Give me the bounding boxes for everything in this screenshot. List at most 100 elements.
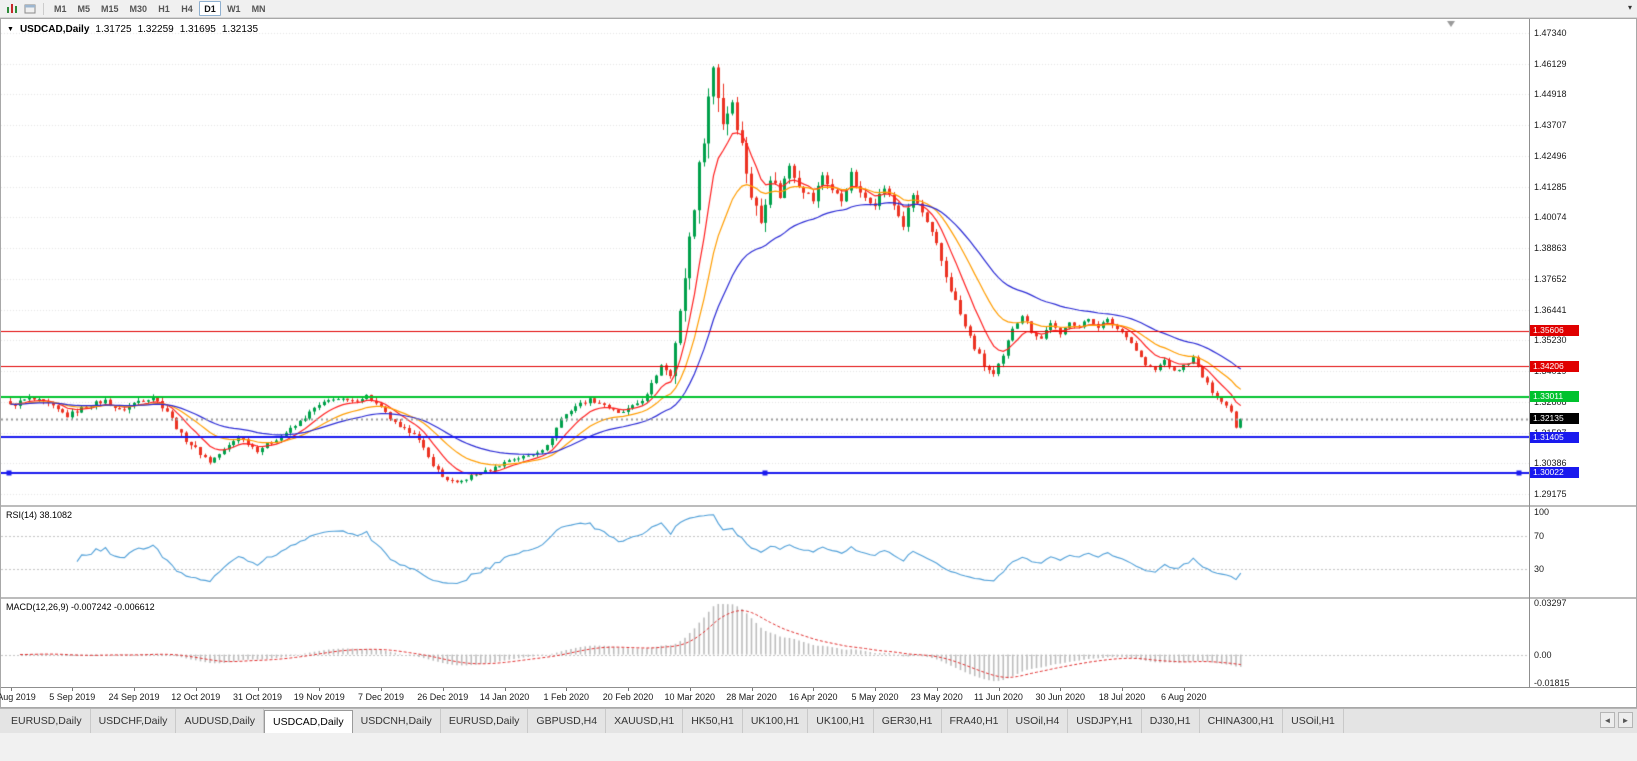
chart-tab-gbpusd-h4[interactable]: GBPUSD,H4 xyxy=(528,709,607,733)
chart-tab-usoil-h4[interactable]: USOil,H4 xyxy=(1008,709,1069,733)
timeframe-button-m30[interactable]: M30 xyxy=(129,3,148,14)
price-axis-label: 1.41285 xyxy=(1534,181,1567,192)
date-axis-tick xyxy=(1060,688,1062,691)
chart-tab-eurusd-daily[interactable]: EURUSD,Daily xyxy=(3,709,91,733)
rsi-canvas[interactable] xyxy=(1,507,1529,597)
date-axis[interactable]: 17 Aug 2019 5 Sep 2019 24 Sep 2019 12 Oct 2… xyxy=(0,687,1636,707)
date-axis-tick xyxy=(504,688,506,691)
date-axis-tick xyxy=(628,688,629,691)
chart-tab-xauusd-h1[interactable]: XAUUSD,H1 xyxy=(606,709,684,733)
chart-window: 17 Aug 2019 5 Sep 2019 24 Sep 2019 12 Oct 2… xyxy=(0,18,1637,708)
date-axis-tick xyxy=(1122,688,1123,691)
date-axis-label: 16 Apr 2020 xyxy=(788,692,838,702)
date-axis-label: 20 Feb 2020 xyxy=(602,692,654,702)
date-axis-tick xyxy=(72,688,74,691)
macd-label: MACD(12,26,9) -0.007242 -0.006612 xyxy=(6,602,155,612)
price-axis-label: 1.36441 xyxy=(1534,304,1567,315)
ohlc-low: 1.31695 xyxy=(179,24,216,35)
date-axis-label: 12 Oct 2019 xyxy=(171,692,221,702)
chart-tab-audusd-daily[interactable]: AUDUSD,Daily xyxy=(176,709,265,733)
chart-tab-eurusd-daily[interactable]: EURUSD,Daily xyxy=(441,709,529,733)
date-axis-label: 18 Jul 2020 xyxy=(1098,692,1146,702)
ohlc-high: 1.32259 xyxy=(137,24,174,35)
macd-axis-label: 0.00 xyxy=(1534,649,1552,660)
price-axis-label: 1.46129 xyxy=(1534,58,1567,69)
price-axis-label: 1.30386 xyxy=(1534,458,1567,469)
timeframe-group: M1 M5 M15 M30 H1 H4 D1 W1 MN xyxy=(49,1,271,16)
date-axis-tick xyxy=(689,688,691,691)
timeframe-button-m15[interactable]: M15 xyxy=(101,3,119,14)
macd-axis-label: -0.01815 xyxy=(1534,678,1570,688)
rsi-axis-label: 30 xyxy=(1534,564,1545,575)
timeframe-button-m1[interactable]: M1 xyxy=(54,3,67,14)
date-axis-label: 1 Feb 2020 xyxy=(543,692,590,702)
date-axis-label: 5 May 2020 xyxy=(851,692,899,702)
price-chart-canvas[interactable] xyxy=(1,19,1529,505)
date-axis-tick xyxy=(813,688,815,691)
date-axis-tick xyxy=(998,688,1000,691)
chart-shift-icon[interactable] xyxy=(21,2,38,16)
chart-tab-ger30-h1[interactable]: GER30,H1 xyxy=(874,709,942,733)
chart-tab-dj30-h1[interactable]: DJ30,H1 xyxy=(1142,709,1200,733)
chart-tab-usdjpy-h1[interactable]: USDJPY,H1 xyxy=(1068,709,1142,733)
chart-tab-uk100-h1[interactable]: UK100,H1 xyxy=(743,709,809,733)
chart-tab-usdcnh-daily[interactable]: USDCNH,Daily xyxy=(353,709,441,733)
price-line-badge: 1.33011 xyxy=(1530,391,1579,403)
macd-canvas[interactable] xyxy=(1,599,1529,687)
timeframe-button-m5[interactable]: M5 xyxy=(77,3,91,14)
date-axis-tick xyxy=(442,688,444,691)
price-axis-label: 1.29175 xyxy=(1534,489,1567,499)
chart-tab-usdcad-daily[interactable]: USDCAD,Daily xyxy=(264,710,353,733)
rsi-axis-label: 100 xyxy=(1534,506,1550,517)
chart-tab-china300-h1[interactable]: CHINA300,H1 xyxy=(1200,709,1284,733)
date-axis-label: 10 Mar 2020 xyxy=(664,692,716,702)
date-axis-tick xyxy=(751,688,753,691)
date-axis-label: 11 Jun 2020 xyxy=(974,692,1023,702)
date-axis-tick xyxy=(10,688,12,691)
date-axis-label: 24 Sep 2019 xyxy=(108,692,160,702)
chart-tab-fra40-h1[interactable]: FRA40,H1 xyxy=(942,709,1008,733)
date-axis-tick xyxy=(1183,688,1185,691)
chart-symbol-label: USDCAD,Daily xyxy=(19,24,90,35)
chart-tab-usdchf-daily[interactable]: USDCHF,Daily xyxy=(91,709,177,733)
price-line-badge: 1.35606 xyxy=(1530,325,1579,337)
timeframe-button-mn[interactable]: MN xyxy=(251,3,266,14)
date-axis-tick xyxy=(134,688,135,691)
timeframe-button-d1[interactable]: D1 xyxy=(199,1,222,16)
price-axis-label: 1.43707 xyxy=(1534,120,1567,131)
date-axis-label: 5 Sep 2019 xyxy=(49,692,96,702)
price-line-badge: 1.30022 xyxy=(1530,467,1579,478)
rsi-label: RSI(14) 38.1082 xyxy=(6,510,73,520)
panel-divider[interactable] xyxy=(1,597,1636,599)
macd-axis-label: 0.03297 xyxy=(1534,597,1567,608)
date-axis-label: 19 Nov 2019 xyxy=(293,692,345,702)
price-line-badge: 1.34206 xyxy=(1530,360,1579,372)
toolbar-separator xyxy=(43,2,44,15)
ohlc-open: 1.31725 xyxy=(95,24,132,35)
date-axis-tick xyxy=(381,688,382,691)
tab-scroll-right-button[interactable]: ► xyxy=(1618,712,1633,728)
price-axis-label: 1.42496 xyxy=(1534,150,1567,161)
tab-scroll-left-button[interactable]: ◄ xyxy=(1600,712,1615,728)
price-axis-label: 1.44918 xyxy=(1534,89,1567,100)
chart-tab-hk50-h1[interactable]: HK50,H1 xyxy=(683,709,743,733)
chart-type-icon[interactable] xyxy=(3,2,20,16)
timeframe-button-h1[interactable]: H1 xyxy=(158,3,170,14)
chart-tab-usoil-h1[interactable]: USOil,H1 xyxy=(1283,709,1344,733)
price-axis-label: 1.38863 xyxy=(1534,243,1567,254)
tab-scroll-arrows: ◄ ► xyxy=(1600,712,1633,728)
toolbar: M1 M5 M15 M30 H1 H4 D1 W1 MN ▾ xyxy=(0,0,1637,18)
panel-divider[interactable] xyxy=(1,505,1636,507)
price-line-badge: 1.31405 xyxy=(1530,431,1579,443)
chart-tab-uk100-h1[interactable]: UK100,H1 xyxy=(808,709,874,733)
date-axis-tick xyxy=(257,688,259,691)
chart-tab-bar: EURUSD,Daily USDCHF,Daily AUDUSD,Daily USDC… xyxy=(0,708,1637,733)
chart-title: ▼ USDCAD,Daily 1.31725 1.32259 1.31695 1… xyxy=(7,24,258,35)
date-axis-label: 7 Dec 2019 xyxy=(357,692,405,702)
toolbar-overflow-icon[interactable]: ▾ xyxy=(1627,3,1632,12)
date-axis-label: 17 Aug 2019 xyxy=(0,692,36,702)
chart-menu-icon[interactable]: ▼ xyxy=(7,26,14,33)
timeframe-button-h4[interactable]: H4 xyxy=(181,3,193,14)
timeframe-button-w1[interactable]: W1 xyxy=(227,3,241,14)
date-axis-label: 26 Dec 2019 xyxy=(417,692,469,702)
